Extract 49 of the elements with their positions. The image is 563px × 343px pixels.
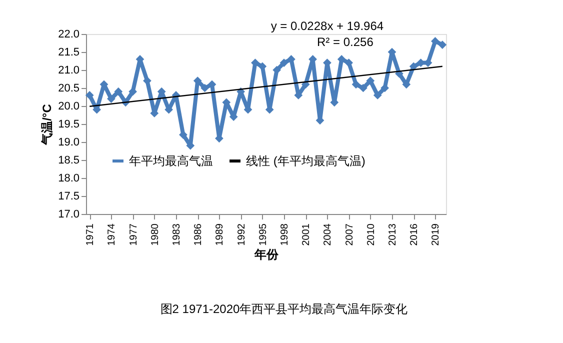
x-tick-label: 1974 (106, 223, 118, 246)
point (359, 84, 368, 92)
y-axis-title: 气温/°C (40, 104, 54, 146)
x-tick-label: 1983 (172, 223, 182, 246)
x-tick-label: 1998 (280, 223, 290, 246)
x-tick-label: 1971 (85, 223, 96, 246)
point (280, 58, 288, 67)
annotation: R² = 0.256 (317, 35, 374, 49)
x-tick-label: 1989 (214, 223, 226, 246)
point (200, 84, 209, 92)
x-tick-label: 1995 (258, 223, 269, 246)
x-tick-label: 1980 (150, 223, 161, 246)
x-tick-label: 1977 (128, 223, 140, 246)
point (114, 87, 123, 96)
x-tick-label: 1986 (193, 223, 204, 246)
point (143, 76, 152, 85)
x-tick-label: 2010 (366, 223, 377, 246)
legend-label: 线性 (年平均最高气温) (246, 154, 366, 168)
x-tick-label: 2007 (344, 223, 356, 246)
point (438, 40, 447, 49)
x-tick-label: 1992 (236, 223, 248, 246)
point (85, 91, 94, 100)
y-tick-label: 17.5 (58, 190, 80, 202)
y-tick-label: 20.0 (58, 100, 80, 112)
x-tick-label: 2001 (301, 223, 312, 246)
point (344, 58, 353, 67)
x-axis-title: 年份 (254, 248, 280, 262)
x-tick-label: 2019 (430, 223, 442, 246)
y-tick-label: 22.0 (58, 28, 80, 40)
point (352, 80, 360, 89)
x-tick-label: 2004 (322, 223, 334, 246)
y-tick-label: 18.0 (58, 172, 80, 184)
y-tick-label: 20.5 (58, 82, 80, 94)
point (431, 37, 440, 46)
y-tick-label: 17.0 (58, 208, 80, 220)
point (107, 94, 116, 103)
y-tick-label: 19.5 (58, 118, 80, 130)
legend-label: 年平均最高气温 (129, 154, 213, 168)
text: y = 0.0228x + 19.964 (270, 19, 384, 33)
caption: 图2 1971-2020年西平县平均最高气温年际变化 (160, 302, 408, 316)
y-tick-label: 21.5 (58, 46, 80, 58)
point (373, 91, 382, 100)
y-tick-label: 19.0 (58, 136, 80, 148)
x-tick-label: 2016 (409, 223, 420, 246)
x-tick-label: 2013 (388, 223, 398, 246)
y-tick-label: 18.5 (58, 154, 80, 166)
point (366, 76, 375, 85)
y-tick-label: 21.0 (58, 64, 80, 76)
point (409, 62, 418, 71)
